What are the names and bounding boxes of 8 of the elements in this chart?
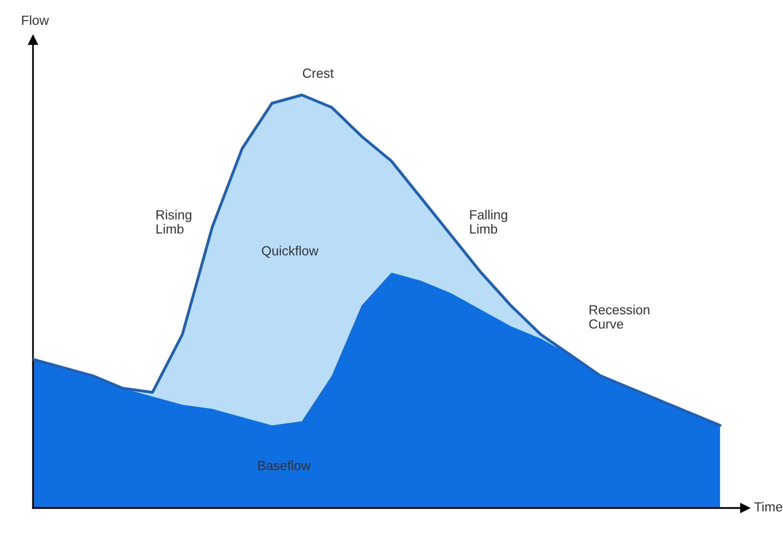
annotation: Recession Curve [589, 304, 650, 329]
annotation: Falling Limb [470, 210, 508, 234]
text: Crest [302, 68, 334, 78]
annotation: Rising Limb [156, 210, 192, 234]
text: Flow [22, 15, 49, 25]
annotation: Baseflow [258, 460, 311, 470]
annotation: Quickflow [262, 246, 319, 258]
text: Time [754, 502, 782, 512]
